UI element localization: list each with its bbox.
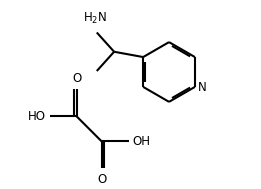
Text: O: O	[72, 71, 81, 84]
Text: H$_2$N: H$_2$N	[83, 11, 107, 26]
Text: OH: OH	[132, 135, 150, 148]
Text: O: O	[97, 173, 106, 186]
Text: HO: HO	[28, 110, 46, 123]
Text: N: N	[198, 81, 206, 94]
